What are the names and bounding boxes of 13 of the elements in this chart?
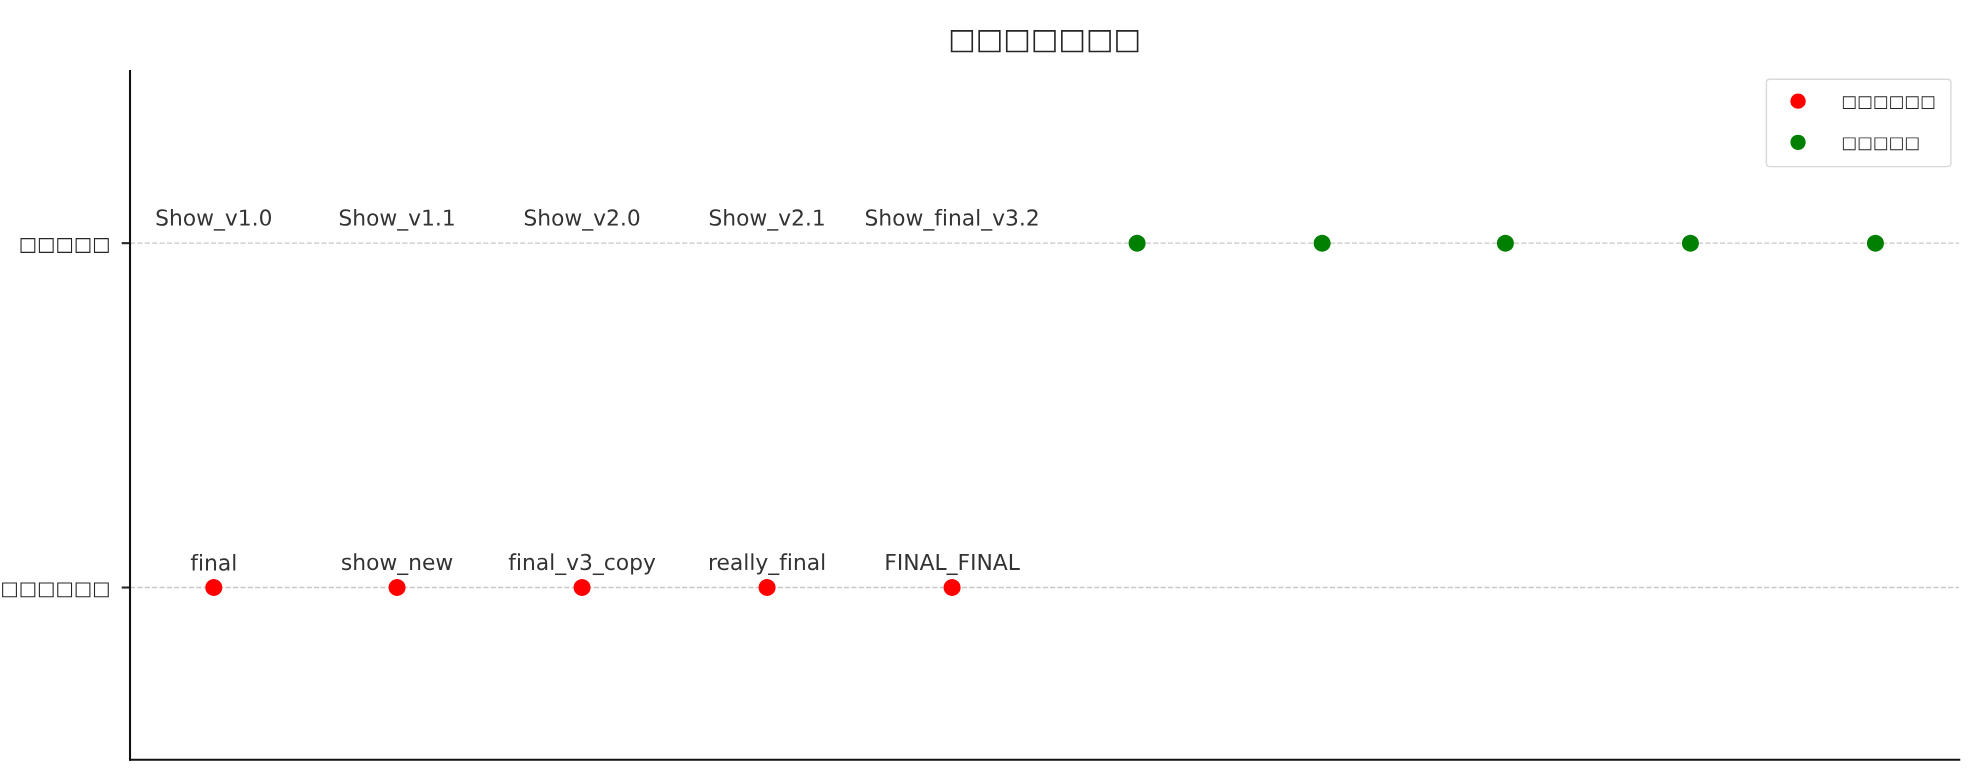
annotation: final_v3_copy — [508, 553, 656, 576]
annotation: show_new — [342, 553, 453, 576]
annotation: Show_v1.0 — [156, 208, 272, 231]
annotation: Show_v2.0 — [524, 208, 640, 231]
annotation: Show_final_v3.2 — [865, 208, 1038, 231]
legend-label: □□□□□ — [1842, 137, 1919, 151]
annotation: Show_v2.1 — [709, 208, 824, 231]
annotation: really_final — [710, 553, 825, 576]
chart-title: □□□□□□□ — [950, 30, 1139, 53]
legend-label: □□□□□□ — [1842, 96, 1935, 110]
annotation: final — [190, 553, 236, 571]
annotation: FINAL_FINAL — [886, 554, 1020, 576]
annotation: Show_v1.1 — [339, 208, 454, 231]
